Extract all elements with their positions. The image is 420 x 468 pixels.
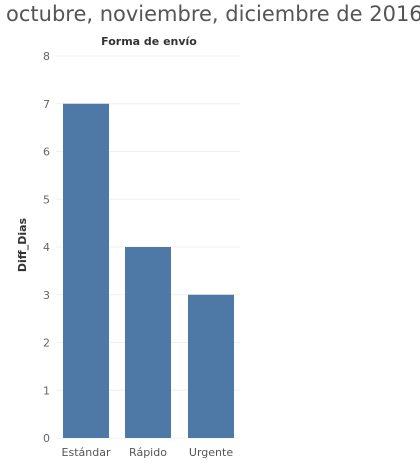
x-category-label-3: Urgente [189,446,233,459]
x-category-label-1: Estándar [62,446,111,459]
y-tick-label-8: 8 [43,50,50,63]
y-tick-label-1: 1 [43,384,50,397]
bar-2[interactable] [125,247,171,438]
y-axis-ticks: 0 1 2 3 4 5 6 7 8 [43,50,50,445]
bar-1[interactable] [63,103,109,438]
x-category-label-2: Rápido [129,446,167,459]
x-axis-categories: Estándar Rápido Urgente [62,446,234,459]
y-tick-label-2: 2 [43,337,50,350]
y-tick-label-5: 5 [43,193,50,206]
y-tick-label-7: 7 [43,98,50,111]
bar-3[interactable] [188,294,234,438]
y-tick-label-0: 0 [43,432,50,445]
y-tick-label-6: 6 [43,146,50,159]
bars [63,103,234,438]
y-tick-label-3: 3 [43,289,50,302]
column-header-title: Forma de envío [101,35,197,48]
y-tick-label-4: 4 [43,241,50,254]
page-title: octubre, noviembre, diciembre de 2016 [6,2,420,26]
y-axis-title: Diff_Dias [16,217,29,272]
